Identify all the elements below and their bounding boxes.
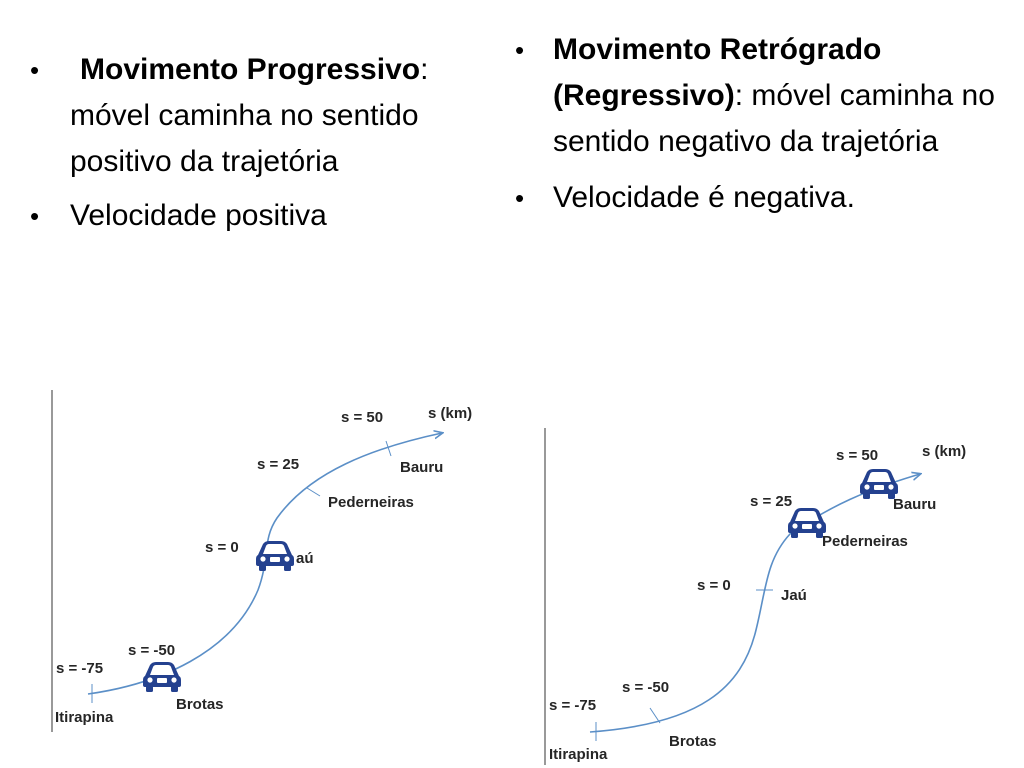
diagram-left: s (km) s = 50 s = 25 s = 0 s = -50 s = -… <box>51 390 472 732</box>
position-label: s = 50 <box>341 409 383 426</box>
position-label: s = -50 <box>622 679 669 696</box>
position-tick <box>306 487 321 497</box>
position-label: s = 50 <box>836 447 878 464</box>
city-label: Itirapina <box>55 709 114 726</box>
position-label: s = -75 <box>56 660 103 677</box>
city-label: Itirapina <box>549 746 608 763</box>
axis-label: s (km) <box>428 405 472 422</box>
city-label: aú <box>296 550 314 567</box>
position-label: s = 25 <box>750 493 792 510</box>
city-label: Pederneiras <box>822 533 908 550</box>
definition-progressive: móvel caminha no sentido positivo da tra… <box>70 99 419 178</box>
term-separator: : <box>734 79 744 112</box>
term-retrograde: Movimento Retrógrado (Regressivo) <box>553 33 882 112</box>
car-icon <box>788 508 826 538</box>
car-icon <box>860 469 898 499</box>
city-label: Bauru <box>893 496 936 513</box>
bullet-item: • Movimento Retrógrado (Regressivo): móv… <box>515 27 1015 165</box>
bullet-item: • Velocidade é negativa. <box>515 175 1015 221</box>
axis-label: s (km) <box>922 443 966 460</box>
car-icon <box>143 662 181 692</box>
position-label: s = 25 <box>257 456 299 473</box>
bullet-icon: • <box>515 35 525 65</box>
diagram-right: s (km) s = 50 s = 25 s = 0 s = -50 s = -… <box>544 428 966 765</box>
city-label: Bauru <box>400 459 443 476</box>
velocity-negative-text: Velocidade é negativa. <box>553 181 855 214</box>
city-label: Jaú <box>781 587 807 604</box>
bullet-item: • Velocidade positiva <box>30 193 505 239</box>
position-label: s = -50 <box>128 642 175 659</box>
bullet-icon: • <box>515 183 525 213</box>
bullet-item: • Movimento Progressivo: móvel caminha n… <box>30 47 505 185</box>
term-separator: : <box>420 53 429 86</box>
definition-retrograde: móvel caminha no sentido negativo da tra… <box>553 79 995 158</box>
city-label: Brotas <box>669 733 717 750</box>
position-label: s = -75 <box>549 697 596 714</box>
position-label: s = 0 <box>697 577 731 594</box>
city-label: Brotas <box>176 696 224 713</box>
position-tick <box>649 707 661 724</box>
velocity-positive-text: Velocidade positiva <box>70 199 327 232</box>
city-label: Pederneiras <box>328 494 414 511</box>
bullet-icon: • <box>30 55 40 85</box>
left-text-column: • Movimento Progressivo: móvel caminha n… <box>30 47 505 247</box>
car-icon <box>256 541 294 571</box>
bullet-icon: • <box>30 201 40 231</box>
position-tick <box>385 440 392 457</box>
position-label: s = 0 <box>205 539 239 556</box>
right-text-column: • Movimento Retrógrado (Regressivo): móv… <box>515 27 1015 231</box>
term-progressive: Movimento Progressivo <box>80 53 421 86</box>
